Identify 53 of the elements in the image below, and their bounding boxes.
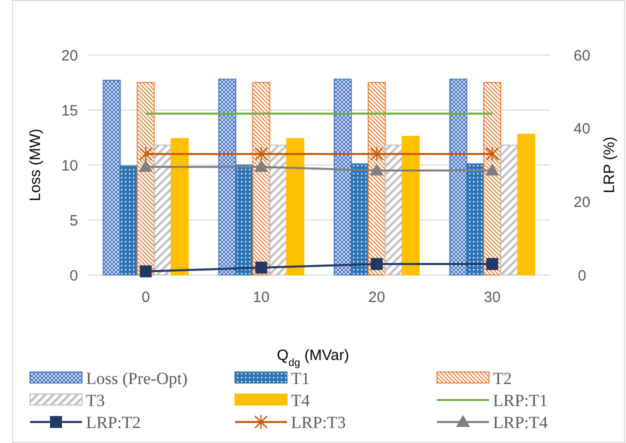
point — [138, 160, 153, 172]
x-tick-label: 10 — [252, 289, 270, 306]
bar — [235, 164, 254, 276]
bar — [449, 78, 468, 276]
legend-label: Loss (Pre-Opt) — [86, 368, 188, 388]
y2-tick-label: 20 — [574, 194, 590, 211]
point — [486, 258, 498, 270]
y2-tick-label: 0 — [578, 267, 586, 284]
legend-label: T1 — [291, 368, 310, 388]
point — [255, 262, 268, 274]
x-tick-label: 20 — [368, 289, 386, 306]
point — [140, 265, 152, 278]
x-axis-title: Q$_{dg}$ (MVar) — [276, 347, 350, 369]
bar — [154, 144, 172, 276]
point — [370, 258, 383, 270]
y-tick-label: 15 — [61, 102, 78, 120]
legend-label: LRP:T2 — [86, 412, 141, 432]
bar — [218, 78, 236, 276]
point — [254, 146, 268, 162]
point — [370, 146, 384, 162]
y-tick-label: 20 — [61, 47, 78, 64]
bar — [350, 163, 369, 276]
legend-label: T3 — [86, 390, 105, 410]
legend-label: LRP:T4 — [493, 412, 548, 432]
bar — [269, 144, 288, 276]
bar — [102, 80, 121, 276]
bar — [402, 136, 420, 276]
y2-tick-label: 60 — [574, 47, 590, 64]
legend-label: LRP:T3 — [291, 412, 346, 432]
point — [370, 164, 384, 176]
x-tick-label: 30 — [484, 289, 501, 306]
y-tick-label: 0 — [70, 267, 78, 284]
point — [486, 146, 499, 162]
bar — [517, 134, 536, 276]
bar — [466, 163, 484, 276]
bar — [286, 138, 304, 276]
point — [485, 164, 500, 176]
bar — [334, 78, 352, 276]
x-tick-label: 0 — [142, 289, 150, 306]
y-tick-label: 5 — [70, 212, 78, 230]
legend-label: LRP:T1 — [493, 390, 548, 410]
point — [139, 146, 152, 162]
y2-tick-label: 40 — [574, 120, 590, 138]
y2-axis-title: LRP (%) — [601, 136, 618, 194]
bar — [500, 144, 518, 276]
y-axis-title: Loss (MW) — [27, 128, 44, 202]
point — [254, 160, 268, 172]
legend-label: T4 — [291, 390, 310, 410]
bar — [170, 138, 189, 276]
bar — [120, 166, 138, 276]
legend-label: T2 — [493, 368, 512, 388]
bar — [384, 144, 403, 276]
y-tick-label: 10 — [61, 157, 78, 174]
